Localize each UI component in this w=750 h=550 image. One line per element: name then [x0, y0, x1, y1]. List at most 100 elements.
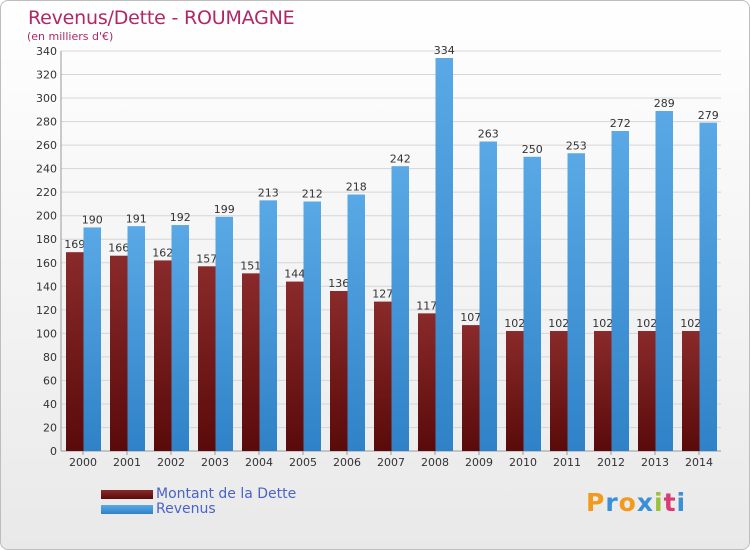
bar-revenue-overlay [303, 201, 321, 451]
data-label-revenue: 191 [126, 212, 147, 225]
logo-letter: i [654, 488, 664, 517]
x-tick-label: 2007 [377, 456, 405, 469]
x-tick-label: 2000 [69, 456, 97, 469]
bar-revenue-overlay [215, 216, 233, 451]
y-tick-label: 140 [36, 280, 57, 293]
y-tick-label: 200 [36, 210, 57, 223]
y-tick-label: 160 [36, 257, 57, 270]
y-tick-label: 280 [36, 116, 57, 129]
chart-subtitle: (en milliers d'€) [27, 30, 114, 43]
data-label-debt: 127 [372, 288, 393, 301]
x-tick-label: 2009 [465, 456, 493, 469]
x-tick-label: 2014 [685, 456, 713, 469]
data-label-debt: 102 [504, 317, 525, 330]
data-label-revenue: 192 [170, 211, 191, 224]
bar-debt [550, 331, 568, 451]
bar-debt [462, 325, 480, 451]
bar-revenue-overlay [259, 200, 277, 451]
logo-letter: i [676, 488, 687, 517]
y-tick-label: 340 [36, 45, 57, 58]
bar-revenue-overlay [83, 227, 101, 451]
y-tick-label: 260 [36, 139, 57, 152]
data-label-debt: 102 [680, 317, 701, 330]
bar-debt [506, 331, 524, 451]
data-label-debt: 151 [240, 259, 261, 272]
data-label-debt: 162 [152, 246, 173, 259]
data-label-debt: 144 [284, 268, 305, 281]
x-tick-label: 2004 [245, 456, 273, 469]
data-label-debt: 102 [636, 317, 657, 330]
y-tick-label: 0 [50, 445, 57, 458]
bar-debt [330, 291, 348, 451]
bar-revenue-overlay [127, 226, 145, 451]
x-tick-label: 2002 [157, 456, 185, 469]
x-tick-label: 2003 [201, 456, 229, 469]
x-tick-label: 2012 [597, 456, 625, 469]
legend-swatch-revenue [101, 505, 153, 514]
data-label-revenue: 250 [522, 143, 543, 156]
data-label-revenue: 263 [478, 128, 499, 141]
data-label-revenue: 199 [214, 203, 235, 216]
logo-letter: t [663, 488, 677, 517]
bar-debt [418, 313, 436, 451]
x-tick-label: 2013 [641, 456, 669, 469]
bar-revenue-overlay [171, 225, 189, 451]
data-label-debt: 102 [548, 317, 569, 330]
data-label-debt: 117 [416, 299, 437, 312]
data-label-revenue: 272 [610, 117, 631, 130]
data-label-revenue: 212 [302, 188, 323, 201]
bar-debt [198, 266, 216, 451]
logo-letter: o [618, 488, 637, 517]
bar-debt [110, 255, 128, 451]
data-label-revenue: 279 [698, 109, 719, 122]
y-tick-label: 240 [36, 163, 57, 176]
bar-debt [374, 301, 392, 451]
y-tick-label: 40 [43, 398, 57, 411]
bar-debt [638, 331, 656, 451]
data-label-debt: 157 [196, 252, 217, 265]
bar-debt [594, 331, 612, 451]
data-label-revenue: 213 [258, 186, 279, 199]
data-label-debt: 136 [328, 277, 349, 290]
data-label-revenue: 334 [434, 44, 455, 57]
logo-letter: r [605, 488, 619, 517]
y-tick-label: 180 [36, 233, 57, 246]
data-label-debt: 107 [460, 311, 481, 324]
y-tick-label: 300 [36, 92, 57, 105]
legend-label-revenue: Revenus [156, 501, 216, 517]
bar-revenue-overlay [611, 131, 629, 451]
x-tick-label: 2008 [421, 456, 449, 469]
logo-letter: x [636, 488, 654, 517]
bar-revenue-overlay [699, 122, 717, 451]
bar-revenue-overlay [347, 194, 365, 451]
bar-revenue-overlay [479, 141, 497, 451]
x-tick-label: 2001 [113, 456, 141, 469]
y-tick-label: 20 [43, 421, 57, 434]
bar-revenue-overlay [567, 153, 585, 451]
bar-revenue-overlay [523, 156, 541, 451]
data-label-revenue: 190 [82, 213, 103, 226]
x-tick-label: 2006 [333, 456, 361, 469]
data-label-revenue: 218 [346, 181, 367, 194]
data-label-revenue: 242 [390, 152, 411, 165]
bar-debt [286, 281, 304, 451]
proxiti-logo: Proxiti [586, 488, 686, 517]
y-tick-label: 100 [36, 327, 57, 340]
legend-label-debt: Montant de la Dette [156, 486, 297, 502]
bar-revenue-overlay [435, 58, 453, 451]
y-tick-label: 120 [36, 304, 57, 317]
y-tick-label: 60 [43, 374, 57, 387]
legend-swatch-debt [101, 490, 153, 499]
x-tick-label: 2005 [289, 456, 317, 469]
y-tick-label: 80 [43, 351, 57, 364]
data-label-debt: 169 [64, 238, 85, 251]
chart-title: Revenus/Dette - ROUMAGNE [28, 7, 295, 29]
data-label-revenue: 253 [566, 139, 587, 152]
bar-debt [242, 273, 260, 451]
x-tick-label: 2011 [553, 456, 581, 469]
data-label-revenue: 289 [654, 97, 675, 110]
x-tick-label: 2010 [509, 456, 537, 469]
bar-revenue-overlay [655, 111, 673, 451]
